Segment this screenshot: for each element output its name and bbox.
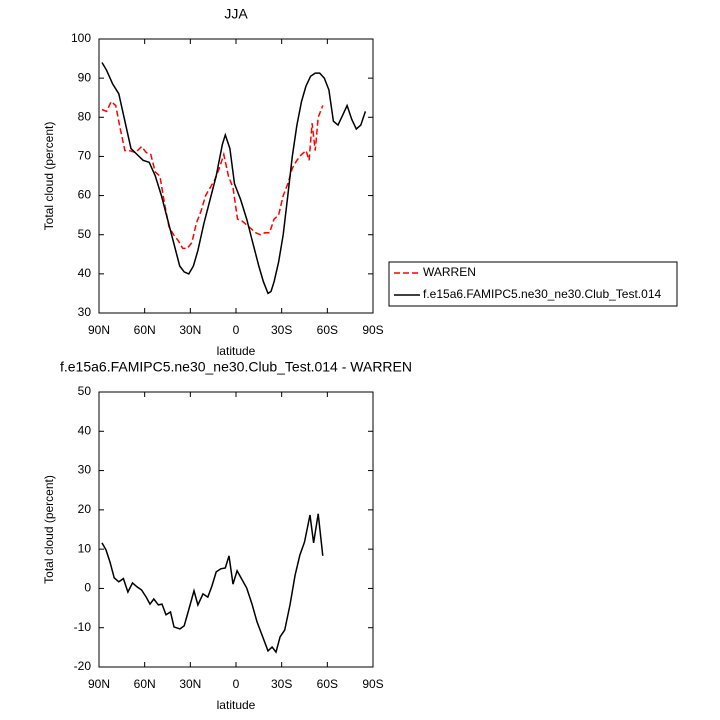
y-tick-label: -20 bbox=[74, 659, 92, 673]
y-tick-label: 10 bbox=[78, 541, 92, 555]
x-axis-label: latitude bbox=[217, 344, 256, 358]
plot-frame bbox=[98, 38, 374, 314]
chart-title: JJA bbox=[224, 6, 248, 22]
x-tick-label: 0 bbox=[233, 677, 240, 691]
data-line bbox=[101, 62, 367, 295]
x-tick-label: 30S bbox=[271, 677, 292, 691]
plot-frame bbox=[98, 391, 374, 668]
y-tick-label: 100 bbox=[71, 31, 91, 45]
x-tick-label: 90S bbox=[362, 323, 383, 337]
x-tick-label: 60N bbox=[134, 323, 156, 337]
y-tick-label: 0 bbox=[84, 581, 91, 595]
chart-title: f.e15a6.FAMIPC5.ne30_ne30.Club_Test.014 … bbox=[60, 359, 412, 375]
x-tick-label: 90S bbox=[362, 677, 383, 691]
y-axis-label: Total cloud (percent) bbox=[42, 122, 56, 231]
legend-box bbox=[388, 261, 678, 307]
x-tick-label: 60S bbox=[317, 677, 338, 691]
y-tick-label: 50 bbox=[78, 227, 92, 241]
legend-label: WARREN bbox=[423, 265, 476, 279]
y-tick-label: 30 bbox=[78, 305, 92, 319]
x-tick-label: 30S bbox=[271, 323, 292, 337]
y-tick-label: 80 bbox=[78, 109, 92, 123]
x-tick-label: 60S bbox=[317, 323, 338, 337]
legend-label: f.e15a6.FAMIPC5.ne30_ne30.Club_Test.014 bbox=[423, 287, 661, 301]
data-line bbox=[101, 513, 324, 654]
y-tick-label: 60 bbox=[78, 188, 92, 202]
x-tick-label: 90N bbox=[88, 677, 110, 691]
y-tick-label: 50 bbox=[78, 384, 92, 398]
x-tick-label: 90N bbox=[88, 323, 110, 337]
x-tick-label: 30N bbox=[179, 677, 201, 691]
y-tick-label: 40 bbox=[78, 423, 92, 437]
x-tick-label: 60N bbox=[134, 677, 156, 691]
y-axis-label: Total cloud (percent) bbox=[42, 475, 56, 584]
y-tick-label: 40 bbox=[78, 266, 92, 280]
y-tick-label: 90 bbox=[78, 70, 92, 84]
y-tick-label: 70 bbox=[78, 149, 92, 163]
y-tick-label: -10 bbox=[74, 620, 92, 634]
x-axis-label: latitude bbox=[217, 698, 256, 712]
y-tick-label: 30 bbox=[78, 463, 92, 477]
data-line bbox=[101, 100, 324, 250]
x-tick-label: 30N bbox=[179, 323, 201, 337]
x-tick-label: 0 bbox=[233, 323, 240, 337]
y-tick-label: 20 bbox=[78, 502, 92, 516]
